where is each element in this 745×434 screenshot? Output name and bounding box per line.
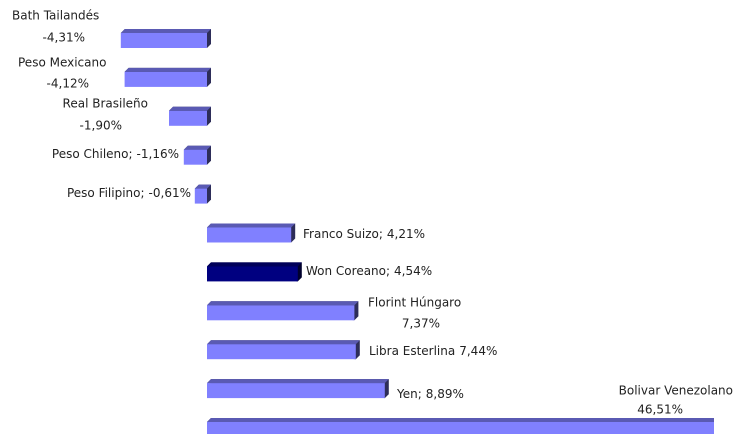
category-label: Bath Tailandés [12,9,99,23]
bar-label: Peso Chileno; -1,16% [52,147,179,161]
value-label: 7,44% [459,344,497,358]
bar [194,184,211,204]
bar-face [120,33,207,48]
value-label: 4,54% [394,264,432,278]
bar-top [207,262,302,267]
bar-face [207,305,355,321]
category-label: Yen; [396,387,422,401]
bar-top [120,29,211,33]
bar [183,145,211,165]
category-label: Peso Mexicano [18,56,106,70]
value-label: -1,90% [80,119,122,133]
category-label: Won Coreano; [306,264,390,278]
bar-top [207,223,296,228]
bar [207,301,359,321]
bar-face [124,71,207,87]
category-label: Real Brasileño [63,97,148,111]
category-label: Peso Chileno; [52,147,133,161]
bar-top [207,379,389,384]
bar-top [207,418,714,422]
bar-top [169,106,211,111]
bar [169,106,211,126]
bar-face [169,110,207,126]
bar-top [207,340,360,345]
bar-label: Yen; 8,89% [396,387,464,401]
bar [207,340,360,360]
bar [207,262,302,282]
value-label: 46,51% [637,403,683,417]
bar-top [194,184,211,189]
value-label: 4,21% [387,227,425,241]
category-label: Bolivar Venezolano [619,384,733,398]
bar-face [207,266,298,282]
category-label: Peso Filipino; [67,186,145,200]
bar [207,379,389,399]
bar-top [207,301,359,306]
category-label: Florint Húngaro [368,296,461,310]
bar-face [194,188,207,204]
bar [124,67,211,87]
value-label: -4,12% [47,77,89,91]
bar-face [207,227,292,243]
bar-top [183,145,211,150]
bar-face [207,383,385,399]
bar [120,29,211,48]
value-label: 7,37% [402,317,440,331]
bar-label: Won Coreano; 4,54% [306,264,432,278]
category-label: Libra Esterlina [369,344,455,358]
bar-face [207,344,356,360]
value-label: -1,16% [137,147,179,161]
bar-face [207,422,714,434]
bar [207,418,714,434]
bar-label: Franco Suizo; 4,21% [303,227,425,241]
plot-area [120,29,714,434]
bar-top [124,67,211,72]
bar [207,223,296,243]
value-label: -4,31% [43,31,85,45]
category-label: Franco Suizo; [303,227,383,241]
value-label: -0,61% [149,186,191,200]
bar-label: Libra Esterlina 7,44% [369,344,497,358]
value-label: 8,89% [426,387,464,401]
bar-face [183,149,207,165]
bar-label: Peso Filipino; -0,61% [67,186,191,200]
